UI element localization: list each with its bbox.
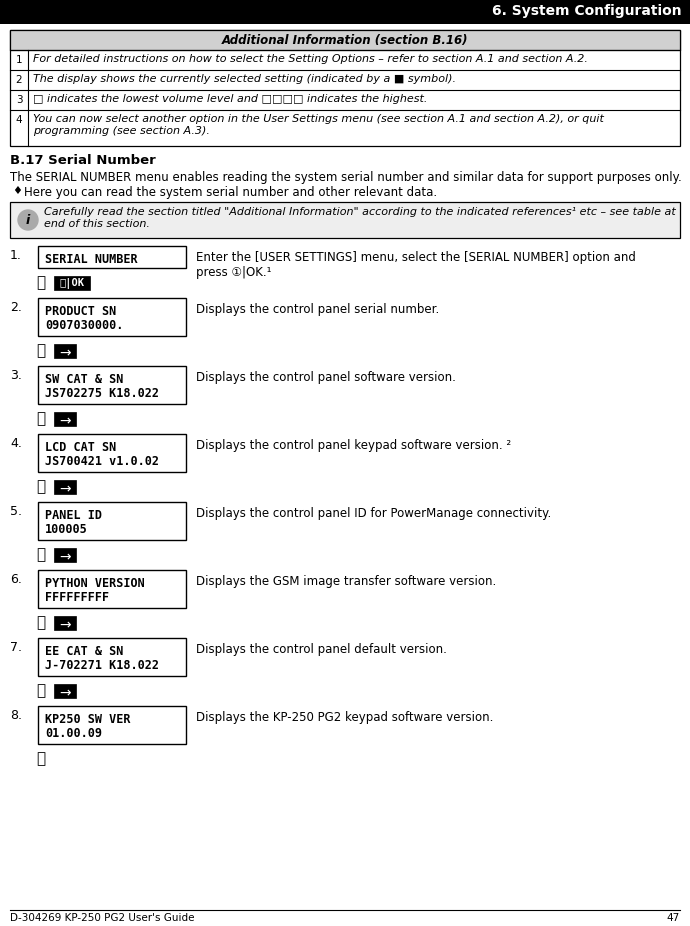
Text: 👉: 👉 — [36, 615, 45, 630]
Text: 👉: 👉 — [36, 479, 45, 494]
Text: You can now select another option in the User Settings menu (see section A.1 and: You can now select another option in the… — [33, 114, 604, 135]
Text: 4.: 4. — [10, 437, 22, 450]
Text: ①|OK: ①|OK — [59, 278, 84, 289]
Text: →: → — [59, 550, 71, 564]
Text: 0907030000.: 0907030000. — [45, 319, 124, 332]
Circle shape — [18, 210, 38, 230]
Text: Displays the control panel ID for PowerManage connectivity.: Displays the control panel ID for PowerM… — [196, 507, 551, 520]
Text: Displays the GSM image transfer software version.: Displays the GSM image transfer software… — [196, 575, 496, 588]
Text: 👉: 👉 — [36, 683, 45, 698]
Text: J-702271 K18.022: J-702271 K18.022 — [45, 659, 159, 672]
Bar — [38, 570, 186, 608]
Text: 👉: 👉 — [36, 411, 45, 426]
Text: Enter the [USER SETTINGS] menu, select the [SERIAL NUMBER] option and
press ①|OK: Enter the [USER SETTINGS] menu, select t… — [196, 251, 636, 279]
Text: Displays the control panel serial number.: Displays the control panel serial number… — [196, 303, 440, 316]
Bar — [38, 706, 186, 744]
Bar — [38, 434, 186, 472]
Text: D-304269 KP-250 PG2 User's Guide: D-304269 KP-250 PG2 User's Guide — [10, 913, 195, 923]
Text: FFFFFFFFF: FFFFFFFFF — [45, 591, 109, 604]
Text: 2.: 2. — [10, 301, 22, 314]
Bar — [0, 0, 690, 24]
Bar — [38, 366, 186, 404]
Text: B.17 Serial Number: B.17 Serial Number — [10, 154, 156, 167]
Text: PANEL ID: PANEL ID — [45, 509, 102, 522]
Text: Displays the control panel keypad software version. ²: Displays the control panel keypad softwa… — [196, 439, 511, 452]
Text: 2: 2 — [16, 75, 22, 85]
Text: Displays the control panel default version.: Displays the control panel default versi… — [196, 643, 447, 656]
Text: 6. System Configuration: 6. System Configuration — [493, 4, 682, 18]
Text: →: → — [59, 414, 71, 428]
Text: 6.: 6. — [10, 573, 22, 586]
Text: For detailed instructions on how to select the Setting Options – refer to sectio: For detailed instructions on how to sele… — [33, 54, 588, 64]
Bar — [10, 30, 680, 146]
Bar — [54, 344, 76, 358]
Text: The display shows the currently selected setting (indicated by a ■ symbol).: The display shows the currently selected… — [33, 74, 456, 84]
Text: SERIAL NUMBER: SERIAL NUMBER — [45, 253, 137, 266]
Text: The SERIAL NUMBER menu enables reading the system serial number and similar data: The SERIAL NUMBER menu enables reading t… — [10, 171, 682, 184]
Text: i: i — [26, 214, 30, 227]
Text: 👉: 👉 — [36, 547, 45, 562]
Text: 4: 4 — [16, 115, 22, 125]
Bar — [54, 412, 76, 426]
Text: 👉: 👉 — [36, 343, 45, 358]
Text: SW CAT & SN: SW CAT & SN — [45, 373, 124, 386]
Text: □ indicates the lowest volume level and □□□□ indicates the highest.: □ indicates the lowest volume level and … — [33, 94, 427, 104]
Text: Displays the KP-250 PG2 keypad software version.: Displays the KP-250 PG2 keypad software … — [196, 711, 493, 724]
Bar — [54, 684, 76, 698]
Bar — [38, 246, 186, 268]
Text: 7.: 7. — [10, 641, 22, 654]
Bar — [10, 202, 680, 238]
Text: 8.: 8. — [10, 709, 22, 722]
Text: 100005: 100005 — [45, 523, 88, 536]
Text: LCD CAT SN: LCD CAT SN — [45, 441, 116, 454]
Text: KP250 SW VER: KP250 SW VER — [45, 713, 130, 726]
Bar — [54, 548, 76, 562]
Bar — [10, 30, 680, 50]
Bar — [54, 276, 90, 290]
Text: Here you can read the system serial number and other relevant data.: Here you can read the system serial numb… — [24, 186, 437, 199]
Text: 3: 3 — [16, 95, 22, 105]
Text: 1: 1 — [16, 55, 22, 65]
Bar — [38, 638, 186, 676]
Text: EE CAT & SN: EE CAT & SN — [45, 645, 124, 658]
Bar — [38, 298, 186, 336]
Text: 3.: 3. — [10, 369, 22, 382]
Text: Displays the control panel software version.: Displays the control panel software vers… — [196, 371, 456, 384]
Text: 5.: 5. — [10, 505, 22, 518]
Text: 👉: 👉 — [36, 751, 45, 766]
Text: JS702275 K18.022: JS702275 K18.022 — [45, 387, 159, 400]
Text: JS700421 v1.0.02: JS700421 v1.0.02 — [45, 455, 159, 468]
Text: 01.00.09: 01.00.09 — [45, 727, 102, 740]
Text: Additional Information (section B.16): Additional Information (section B.16) — [221, 34, 469, 47]
Text: →: → — [59, 618, 71, 632]
Text: 47: 47 — [667, 913, 680, 923]
Text: PYTHON VERSION: PYTHON VERSION — [45, 577, 145, 590]
Bar — [38, 502, 186, 540]
Bar — [54, 616, 76, 630]
Text: 👉: 👉 — [36, 275, 45, 290]
Text: 1.: 1. — [10, 249, 22, 262]
Text: PRODUCT SN: PRODUCT SN — [45, 305, 116, 318]
Text: ♦: ♦ — [12, 186, 22, 196]
Text: →: → — [59, 686, 71, 700]
Text: →: → — [59, 482, 71, 496]
Text: →: → — [59, 346, 71, 360]
Bar — [54, 480, 76, 494]
Text: Carefully read the section titled "Additional Information" according to the indi: Carefully read the section titled "Addit… — [44, 207, 676, 229]
